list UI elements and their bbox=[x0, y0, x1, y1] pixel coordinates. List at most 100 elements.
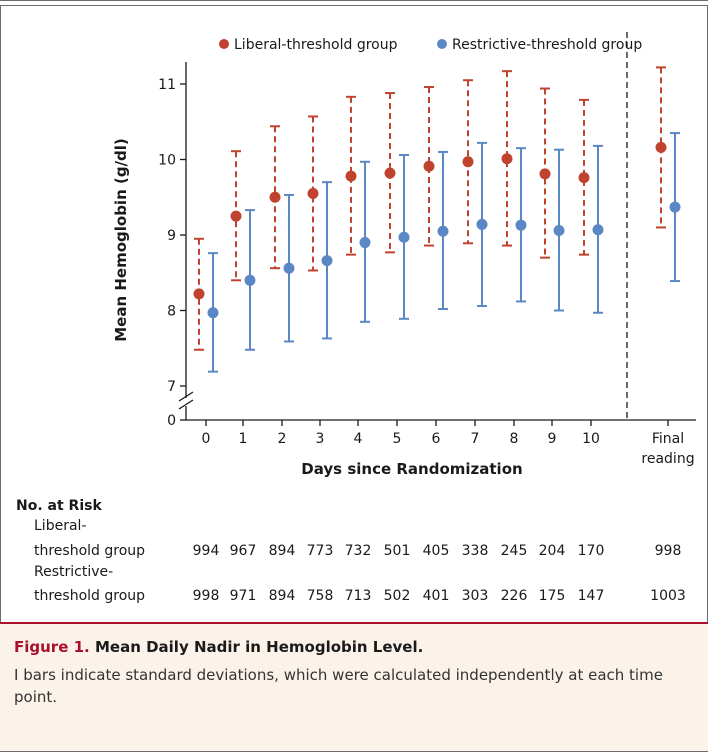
risk-row-liberal-label1: Liberal- bbox=[34, 518, 86, 534]
risk-table: No. at Risk Liberal- threshold group Res… bbox=[16, 498, 686, 604]
point-liberal-4 bbox=[345, 170, 357, 182]
risk-row-restrictive-label2: threshold group bbox=[34, 588, 145, 604]
errorbar-restrictive-1 bbox=[244, 209, 256, 351]
x-tick-label-8: 8 bbox=[510, 431, 519, 447]
risk-value-liberal-4: 732 bbox=[345, 543, 372, 559]
x-tick-label-6: 6 bbox=[432, 431, 441, 447]
y-tick-label-9: 9 bbox=[167, 228, 176, 244]
errorbar-liberal-2 bbox=[269, 125, 281, 270]
risk-value-restrictive-11: 1003 bbox=[650, 588, 686, 604]
errorbar-liberal-1 bbox=[230, 150, 242, 282]
point-liberal-8 bbox=[501, 153, 513, 165]
y-tick-label-7: 7 bbox=[167, 379, 176, 395]
point-restrictive-0 bbox=[207, 307, 219, 319]
risk-value-liberal-7: 338 bbox=[462, 543, 489, 559]
y-tick-label-10: 10 bbox=[158, 153, 176, 169]
point-liberal-10 bbox=[578, 172, 590, 184]
point-restrictive-10 bbox=[592, 224, 604, 236]
point-liberal-2 bbox=[269, 191, 281, 203]
risk-value-restrictive-2: 894 bbox=[269, 588, 296, 604]
x-tick-label-10: 10 bbox=[582, 431, 600, 447]
errorbar-liberal-8 bbox=[501, 70, 513, 247]
errorbar-restrictive-5 bbox=[398, 153, 410, 320]
legend-marker-restrictive bbox=[437, 39, 447, 49]
risk-value-restrictive-3: 758 bbox=[307, 588, 334, 604]
point-liberal-6 bbox=[423, 160, 435, 172]
risk-value-restrictive-5: 502 bbox=[384, 588, 411, 604]
risk-table-title: No. at Risk bbox=[16, 498, 102, 514]
risk-value-restrictive-0: 998 bbox=[193, 588, 220, 604]
risk-values: 994 967 894 773 732 501 405 338 245 204 170 998 998 9… bbox=[193, 543, 686, 604]
caption-label: Figure 1. bbox=[14, 638, 90, 656]
point-liberal-1 bbox=[230, 210, 242, 222]
data-marks bbox=[193, 66, 681, 373]
risk-value-liberal-10: 170 bbox=[578, 543, 605, 559]
errorbar-liberal-10 bbox=[578, 98, 590, 256]
errorbar-liberal-6 bbox=[423, 86, 435, 247]
risk-value-liberal-1: 967 bbox=[230, 543, 257, 559]
x-axis-title: Days since Randomization bbox=[301, 460, 522, 478]
x-tick-label-final-0: Final bbox=[652, 431, 684, 447]
x-tick-label-0: 0 bbox=[202, 431, 211, 447]
errorbar-restrictive-0 bbox=[207, 252, 219, 373]
errorbar-liberal-4 bbox=[345, 95, 357, 256]
figure-caption: Figure 1. Mean Daily Nadir in Hemoglobin… bbox=[0, 622, 708, 752]
x-tick-label-7: 7 bbox=[471, 431, 480, 447]
x-tick-label-2: 2 bbox=[278, 431, 287, 447]
y-tick-label-0: 0 bbox=[167, 413, 176, 429]
risk-value-liberal-0: 994 bbox=[193, 543, 220, 559]
axis-break-mark-2 bbox=[178, 399, 194, 410]
point-restrictive-7 bbox=[476, 218, 488, 230]
point-restrictive-1 bbox=[244, 274, 256, 286]
errorbar-restrictive-9 bbox=[553, 148, 565, 312]
x-tick-label-3: 3 bbox=[316, 431, 325, 447]
risk-value-restrictive-4: 713 bbox=[345, 588, 372, 604]
legend-label-liberal: Liberal-threshold group bbox=[234, 37, 398, 53]
point-restrictive-4 bbox=[359, 237, 371, 249]
y-tick-label-8: 8 bbox=[167, 304, 176, 320]
risk-value-restrictive-8: 226 bbox=[501, 588, 528, 604]
errorbar-liberal-0 bbox=[193, 237, 205, 351]
errorbar-liberal-9 bbox=[539, 87, 551, 259]
axes bbox=[178, 32, 696, 426]
risk-value-liberal-8: 245 bbox=[501, 543, 528, 559]
errorbar-restrictive-7 bbox=[476, 141, 488, 307]
hemoglobin-chart: Liberal-threshold group Restrictive-thre… bbox=[16, 32, 696, 604]
errorbar-liberal-7 bbox=[462, 79, 474, 245]
legend-marker-liberal bbox=[219, 39, 229, 49]
caption-title-text: Mean Daily Nadir in Hemoglobin Level. bbox=[94, 638, 424, 656]
risk-row-restrictive-label1: Restrictive- bbox=[34, 564, 113, 580]
x-tick-label-4: 4 bbox=[354, 431, 363, 447]
point-liberal-7 bbox=[462, 156, 474, 168]
risk-value-liberal-2: 894 bbox=[269, 543, 296, 559]
y-tick-label-11: 11 bbox=[158, 77, 176, 93]
errorbar-restrictive-2 bbox=[283, 193, 295, 343]
point-liberal-0 bbox=[193, 288, 205, 300]
risk-value-liberal-6: 405 bbox=[423, 543, 450, 559]
risk-value-restrictive-7: 303 bbox=[462, 588, 489, 604]
errorbar-restrictive-10 bbox=[592, 144, 604, 314]
risk-row-liberal-label2: threshold group bbox=[34, 543, 145, 559]
risk-value-restrictive-10: 147 bbox=[578, 588, 605, 604]
y-axis-title: Mean Hemoglobin (g/dl) bbox=[112, 138, 130, 342]
errorbar-liberal-11 bbox=[655, 66, 667, 229]
top-rule bbox=[0, 0, 708, 1]
risk-value-restrictive-9: 175 bbox=[539, 588, 566, 604]
tick-labels: 0 7 8 9 10 11 0 1 2 3 4 5 6 7 8 9 10 Final reading bbox=[158, 77, 694, 467]
point-restrictive-5 bbox=[398, 231, 410, 243]
caption-title: Figure 1. Mean Daily Nadir in Hemoglobin… bbox=[14, 638, 694, 656]
top-rule-inner bbox=[0, 5, 708, 6]
risk-value-restrictive-1: 971 bbox=[230, 588, 257, 604]
point-liberal-3 bbox=[307, 187, 319, 199]
legend-label-restrictive: Restrictive-threshold group bbox=[452, 37, 642, 53]
risk-value-liberal-9: 204 bbox=[539, 543, 566, 559]
point-restrictive-8 bbox=[515, 219, 527, 231]
risk-value-liberal-5: 501 bbox=[384, 543, 411, 559]
errorbar-restrictive-3 bbox=[321, 181, 333, 340]
point-liberal-9 bbox=[539, 168, 551, 180]
point-restrictive-9 bbox=[553, 224, 565, 236]
point-restrictive-3 bbox=[321, 255, 333, 267]
axis-break-mark-1 bbox=[178, 391, 194, 402]
point-restrictive-2 bbox=[283, 262, 295, 274]
